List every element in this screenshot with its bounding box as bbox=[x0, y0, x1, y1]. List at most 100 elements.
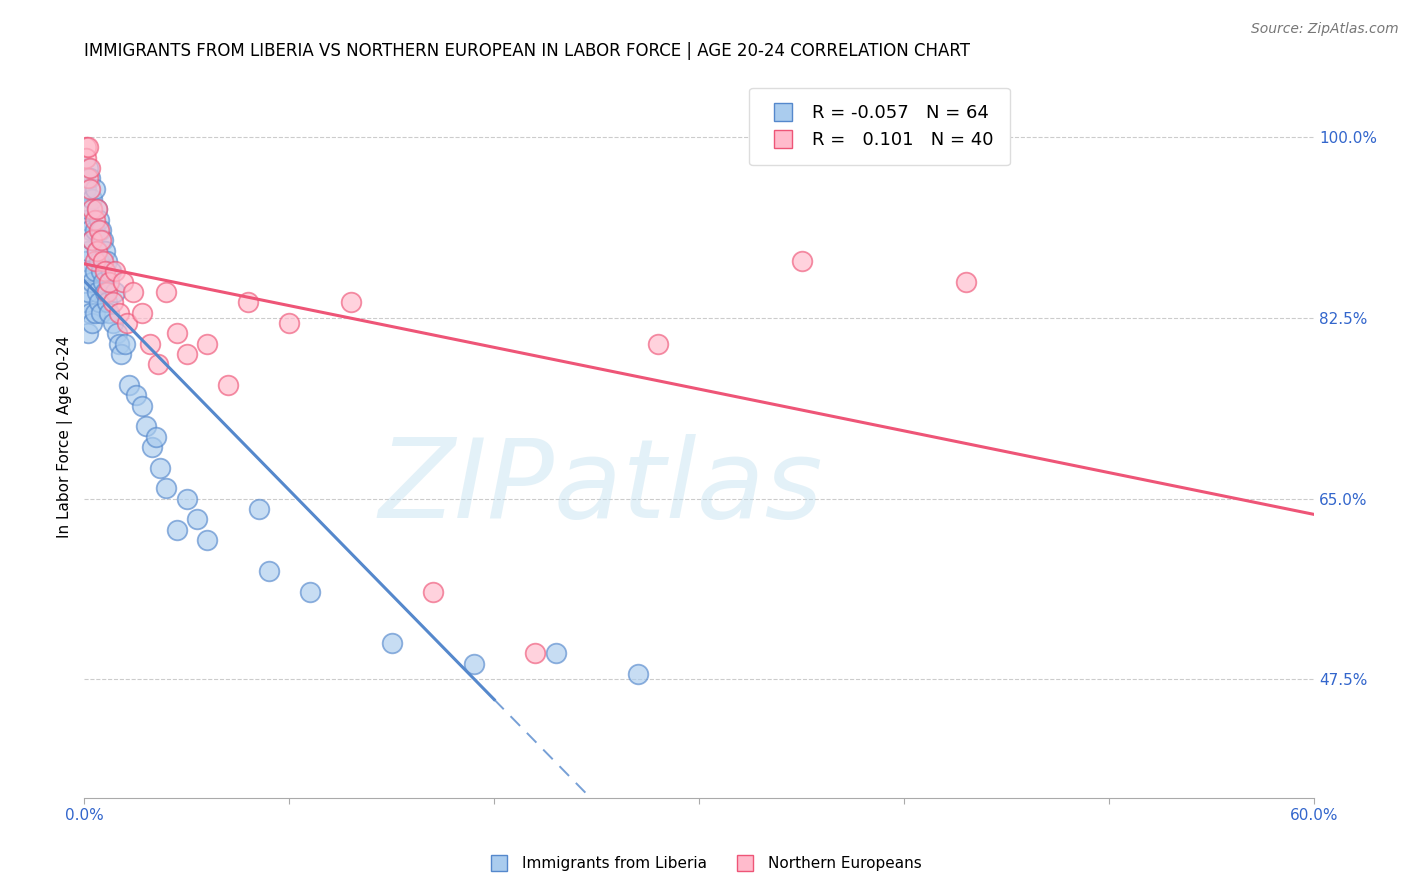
Point bbox=[195, 336, 218, 351]
Point bbox=[94, 285, 117, 299]
Point bbox=[82, 316, 104, 330]
Point bbox=[105, 326, 128, 341]
Point bbox=[145, 429, 167, 443]
Point bbox=[83, 306, 105, 320]
Point bbox=[94, 244, 117, 258]
Point bbox=[91, 234, 114, 248]
Point bbox=[79, 264, 101, 278]
Point bbox=[86, 202, 108, 217]
Point bbox=[544, 647, 567, 661]
Point bbox=[257, 564, 280, 578]
Point bbox=[86, 244, 108, 258]
Point bbox=[86, 202, 108, 217]
Point bbox=[75, 182, 97, 196]
Point bbox=[131, 399, 153, 413]
Point bbox=[176, 347, 198, 361]
Point bbox=[90, 223, 112, 237]
Point bbox=[82, 234, 104, 248]
Point bbox=[790, 254, 813, 268]
Text: IMMIGRANTS FROM LIBERIA VS NORTHERN EUROPEAN IN LABOR FORCE | AGE 20-24 CORRELAT: IMMIGRANTS FROM LIBERIA VS NORTHERN EURO… bbox=[84, 42, 970, 60]
Point bbox=[87, 295, 110, 310]
Point bbox=[108, 336, 131, 351]
Point bbox=[101, 295, 124, 310]
Point bbox=[82, 234, 104, 248]
Point bbox=[298, 584, 321, 599]
Text: Source: ZipAtlas.com: Source: ZipAtlas.com bbox=[1251, 22, 1399, 37]
Point bbox=[122, 285, 145, 299]
Point bbox=[87, 212, 110, 227]
Point bbox=[146, 357, 169, 371]
Point bbox=[79, 306, 101, 320]
Legend: Immigrants from Liberia, Northern Europeans: Immigrants from Liberia, Northern Europe… bbox=[478, 850, 928, 877]
Point bbox=[524, 647, 547, 661]
Point bbox=[75, 151, 97, 165]
Point bbox=[87, 254, 110, 268]
Point bbox=[381, 636, 404, 650]
Point bbox=[124, 388, 146, 402]
Point bbox=[96, 295, 118, 310]
Point bbox=[117, 316, 139, 330]
Point bbox=[77, 171, 100, 186]
Point bbox=[77, 285, 100, 299]
Point bbox=[166, 326, 188, 341]
Point bbox=[87, 223, 110, 237]
Point bbox=[83, 212, 105, 227]
Point bbox=[83, 223, 105, 237]
Point bbox=[82, 275, 104, 289]
Y-axis label: In Labor Force | Age 20-24: In Labor Force | Age 20-24 bbox=[58, 335, 73, 538]
Point bbox=[104, 264, 127, 278]
Point bbox=[278, 316, 301, 330]
Point bbox=[75, 212, 97, 227]
Point bbox=[176, 491, 198, 506]
Point bbox=[463, 657, 485, 671]
Point bbox=[90, 306, 112, 320]
Point bbox=[114, 336, 136, 351]
Point bbox=[96, 285, 118, 299]
Point bbox=[79, 182, 101, 196]
Point bbox=[100, 264, 122, 278]
Point bbox=[217, 378, 239, 392]
Point bbox=[186, 512, 208, 526]
Point bbox=[83, 254, 105, 268]
Point bbox=[77, 161, 100, 176]
Point bbox=[247, 502, 270, 516]
Point bbox=[141, 440, 163, 454]
Point bbox=[77, 202, 100, 217]
Point bbox=[82, 192, 104, 206]
Point bbox=[155, 481, 177, 495]
Point bbox=[139, 336, 162, 351]
Point bbox=[422, 584, 444, 599]
Point bbox=[131, 306, 153, 320]
Point bbox=[135, 419, 157, 434]
Point bbox=[104, 285, 127, 299]
Point bbox=[101, 316, 124, 330]
Point bbox=[647, 336, 669, 351]
Point bbox=[90, 264, 112, 278]
Point bbox=[83, 182, 105, 196]
Point bbox=[75, 254, 97, 268]
Point bbox=[79, 161, 101, 176]
Point bbox=[79, 171, 101, 186]
Point bbox=[75, 295, 97, 310]
Point bbox=[166, 523, 188, 537]
Point bbox=[91, 275, 114, 289]
Point bbox=[86, 244, 108, 258]
Legend: R = -0.057   N = 64, R =   0.101   N = 40: R = -0.057 N = 64, R = 0.101 N = 40 bbox=[749, 87, 1010, 165]
Point bbox=[149, 460, 172, 475]
Point bbox=[82, 202, 104, 217]
Point bbox=[86, 285, 108, 299]
Point bbox=[118, 378, 141, 392]
Point bbox=[83, 264, 105, 278]
Point bbox=[627, 667, 650, 681]
Point bbox=[91, 254, 114, 268]
Point bbox=[75, 140, 97, 154]
Point bbox=[97, 275, 120, 289]
Text: ZIPatlas: ZIPatlas bbox=[378, 434, 823, 541]
Point bbox=[97, 306, 120, 320]
Point bbox=[955, 275, 977, 289]
Point bbox=[96, 254, 118, 268]
Point bbox=[339, 295, 361, 310]
Point bbox=[77, 244, 100, 258]
Point bbox=[195, 533, 218, 547]
Point bbox=[79, 223, 101, 237]
